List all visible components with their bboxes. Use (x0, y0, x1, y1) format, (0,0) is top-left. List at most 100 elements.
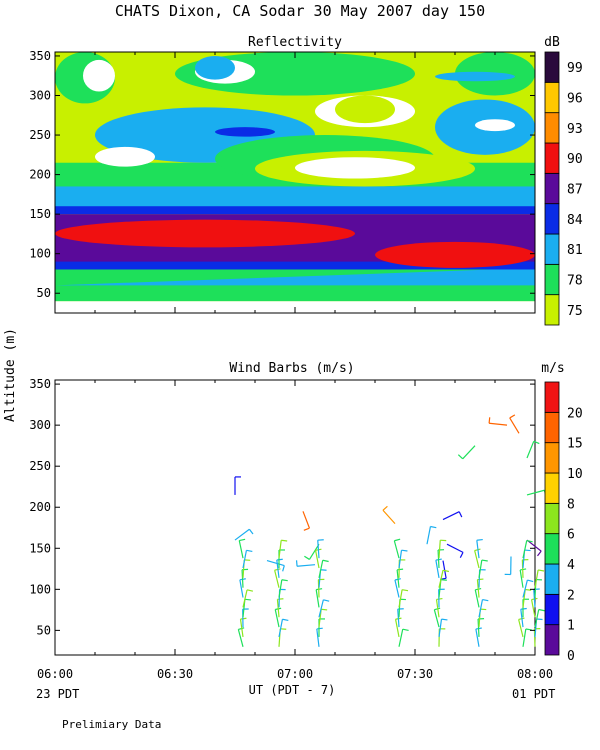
wind-colorbar-swatch-2 (544, 563, 560, 595)
wind-column-4-barb-3 (397, 608, 404, 628)
wind-column-7-barb-1 (522, 628, 532, 647)
wind-colorbar-swatch-1 (544, 593, 560, 626)
wind-x-ticks: 06:00 06:30 07:00 07:30 08:00 (37, 380, 553, 681)
reflectivity-y-label-100: 100 (29, 247, 51, 261)
reflectivity-colorbar-label-6: 93 (567, 122, 583, 137)
wind-y-label-50: 50 (37, 623, 51, 637)
right-time-note: 01 PDT (512, 687, 555, 701)
wind-column-2-barb-10 (278, 539, 288, 559)
wind-column-3-barb-4 (318, 599, 330, 618)
reflectivity-contour-15 (295, 157, 415, 179)
wind-barb-4 (302, 511, 311, 531)
wind-column-1-barb-10 (238, 538, 246, 559)
wind-barb-3 (266, 560, 285, 572)
wind-column-6-barb-4 (478, 598, 489, 618)
reflectivity-colorbar-swatch-5 (544, 142, 560, 174)
wind-column-3-barb-1 (316, 627, 323, 647)
wind-column-7-barb-2 (518, 617, 525, 638)
wind-colorbar-label-8: 20 (567, 406, 583, 421)
wind-barb-16 (526, 489, 547, 497)
reflectivity-colorbar-swatch-3 (544, 203, 560, 235)
wind-y-label-150: 150 (29, 541, 51, 555)
wind-column-2-barb-6 (278, 579, 288, 598)
reflectivity-colorbar-swatch-7 (544, 81, 560, 114)
wind-y-label-100: 100 (29, 582, 51, 596)
wind-colorbar-label-7: 15 (567, 437, 583, 452)
reflectivity-colorbar: 75 78 81 84 87 90 93 96 99 (544, 51, 583, 326)
wind-colorbar-swatch-8 (544, 381, 560, 413)
wind-column-3-barb-10 (317, 539, 324, 559)
reflectivity-contour-24 (335, 95, 395, 124)
wind-column-5-barb-3 (433, 607, 441, 628)
wind-barb-7 (382, 505, 396, 525)
reflectivity-colorbar-label-2: 81 (567, 243, 583, 258)
reflectivity-colorbar-label-5: 90 (567, 152, 583, 167)
wind-barb-9 (442, 511, 463, 521)
wind-column-4-barb-10 (393, 538, 401, 559)
wind-colorbar-swatch-5 (544, 472, 560, 504)
wind-colorbar-label-3: 4 (567, 558, 575, 573)
wind-column-4-barb-7 (396, 568, 404, 588)
wind-column-1-barb-5 (242, 589, 254, 608)
wind-colorbar-swatch-6 (544, 442, 560, 474)
wind-y-label-350: 350 (29, 377, 51, 391)
wind-x-label-3: 07:30 (397, 667, 433, 681)
reflectivity-colorbar-label-1: 78 (567, 274, 583, 289)
reflectivity-colorbar-swatch-6 (544, 112, 560, 144)
wind-column-6-barb-10 (476, 538, 483, 559)
reflectivity-y-label-150: 150 (29, 207, 51, 221)
reflectivity-unit: dB (544, 35, 560, 50)
reflectivity-y-label-350: 350 (29, 49, 51, 63)
wind-x-label-4: 08:00 (517, 667, 553, 681)
wind-barb-18 (504, 556, 512, 576)
reflectivity-y-ticks: 50 100 150 200 250 300 350 (29, 49, 535, 300)
reflectivity-title: Reflectivity (248, 35, 342, 50)
wind-column-4-barb-5 (398, 589, 409, 608)
reflectivity-y-label-50: 50 (37, 286, 51, 300)
wind-column-3-barb-8 (318, 559, 329, 578)
wind-barb-12 (457, 445, 476, 460)
left-time-note: 23 PDT (36, 687, 79, 701)
wind-column-6-barb-9 (474, 548, 481, 569)
reflectivity-colorbar-swatch-0 (544, 294, 560, 326)
wind-column-4-barb-1 (398, 628, 409, 647)
wind-column-7-barb-3 (520, 607, 527, 628)
reflectivity-colorbar-label-7: 96 (567, 92, 583, 107)
wind-barb-1 (234, 476, 241, 495)
wind-x-label-0: 06:00 (37, 667, 73, 681)
y-axis-label: Altitude (m) (3, 328, 18, 422)
wind-column-5-barb-2 (438, 618, 448, 638)
wind-column-7-barb-6 (522, 579, 534, 598)
wind-column-4-barb-9 (398, 549, 408, 569)
reflectivity-contour-3 (55, 267, 535, 286)
wind-colorbar-label-0: 0 (567, 649, 575, 664)
reflectivity-colorbar-label-4: 87 (567, 183, 583, 198)
reflectivity-x-ticks (54, 52, 536, 313)
reflectivity-contour-19 (83, 59, 115, 92)
reflectivity-contour-26 (475, 119, 515, 132)
wind-column-2-barb-4 (276, 598, 284, 618)
reflectivity-y-label-250: 250 (29, 128, 51, 142)
wind-frame (54, 379, 536, 656)
wind-colorbar-label-1: 1 (567, 619, 575, 634)
wind-column-8-barb-3 (534, 608, 545, 628)
wind-column-1-barb-9 (242, 549, 253, 569)
reflectivity-y-label-300: 300 (29, 89, 51, 103)
reflectivity-colorbar-swatch-2 (544, 233, 560, 265)
wind-colorbar-swatch-0 (544, 624, 560, 656)
wind-plot (54, 379, 547, 656)
reflectivity-colorbar-swatch-1 (544, 263, 560, 296)
reflectivity-colorbar-swatch-8 (544, 51, 560, 83)
reflectivity-contour-7 (375, 241, 535, 268)
reflectivity-colorbar-label-8: 99 (567, 61, 583, 76)
wind-column-5-barb-7 (438, 569, 450, 588)
wind-barb-10 (446, 543, 464, 558)
reflectivity-y-label-200: 200 (29, 168, 51, 182)
wind-colorbar-label-2: 2 (567, 588, 575, 603)
figure-title: CHATS Dixon, CA Sodar 30 May 2007 day 15… (115, 2, 485, 20)
wind-barb-15 (526, 440, 540, 459)
wind-column-8-barb-7 (534, 569, 545, 588)
wind-y-label-300: 300 (29, 418, 51, 432)
wind-unit: m/s (541, 361, 564, 376)
